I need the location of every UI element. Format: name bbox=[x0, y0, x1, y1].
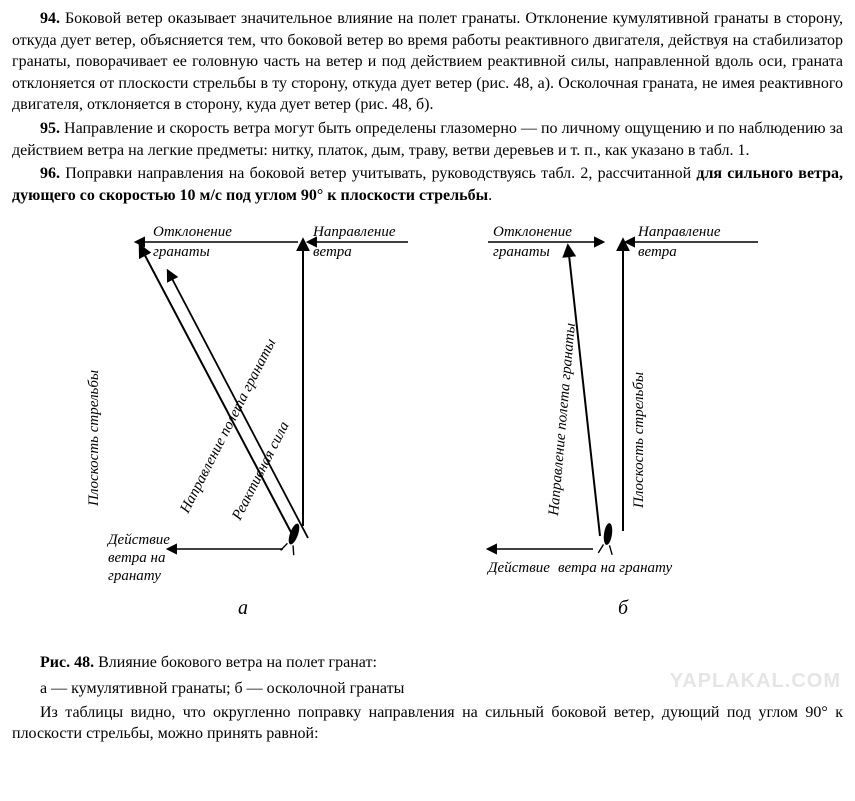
lbl-a-otkl: Отклонение bbox=[153, 224, 232, 240]
lbl-b-d1: Действие bbox=[486, 560, 550, 576]
lbl-b-d2b: ветра на гранату bbox=[558, 560, 672, 576]
tail-para: Из таблицы видно, что округленно поправк… bbox=[12, 702, 843, 745]
para-95-num: 95. bbox=[40, 120, 60, 137]
lbl-a-poleta: Направление полета гранаты bbox=[176, 337, 278, 517]
fig-caption-1: Рис. 48. Влияние бокового ветра на полет… bbox=[12, 652, 843, 674]
lbl-a-d2: ветра на bbox=[108, 550, 166, 566]
para-96: 96. Поправки направления на боковой вете… bbox=[12, 163, 843, 206]
lbl-b-otkl: Отклонение bbox=[493, 224, 572, 240]
sub-a-label: а bbox=[238, 597, 248, 619]
lbl-a-plosk: Плоскость стрельбы bbox=[86, 370, 102, 507]
lbl-b-vetra: ветра bbox=[638, 244, 677, 260]
fig-caption-title: Рис. 48. bbox=[40, 654, 98, 671]
fig-caption-2: а — кумулятивной гранаты; б — осколочной… bbox=[12, 678, 843, 700]
para-94: 94. Боковой ветер оказывает значительное… bbox=[12, 8, 843, 116]
lbl-a-vetra: ветра bbox=[313, 244, 352, 260]
lbl-b-napr: Направление bbox=[637, 224, 721, 240]
lbl-a-gran: гранаты bbox=[153, 244, 210, 260]
para-96-a: Поправки направления на боковой ветер уч… bbox=[60, 165, 696, 182]
figure-48: Отклонение гранаты Направление ветра Пло… bbox=[12, 216, 843, 646]
para-94-num: 94. bbox=[40, 10, 60, 27]
lbl-a-d3: гранату bbox=[108, 568, 161, 584]
lbl-b-plosk: Плоскость стрельбы bbox=[631, 372, 647, 509]
para-94-text: Боковой ветер оказывает значительное вли… bbox=[12, 10, 843, 113]
lbl-b-poleta: Направление полета гранаты bbox=[545, 323, 578, 518]
lbl-a-d1: Действие bbox=[106, 532, 170, 548]
lbl-a-napr: Направление bbox=[312, 224, 396, 240]
para-95: 95. Направление и скорость ветра могут б… bbox=[12, 118, 843, 161]
lbl-a-react: Реактивная сила bbox=[228, 419, 292, 524]
para-95-text: Направление и скорость ветра могут быть … bbox=[12, 120, 843, 159]
figure-48-svg: Отклонение гранаты Направление ветра Пло… bbox=[58, 216, 798, 646]
sub-b-label: б bbox=[618, 597, 629, 619]
para-96-c: . bbox=[488, 187, 492, 204]
para-96-num: 96. bbox=[40, 165, 60, 182]
lbl-b-gran: гранаты bbox=[493, 244, 550, 260]
fig-caption-rest: Влияние бокового ветра на полет гранат: bbox=[98, 654, 377, 671]
